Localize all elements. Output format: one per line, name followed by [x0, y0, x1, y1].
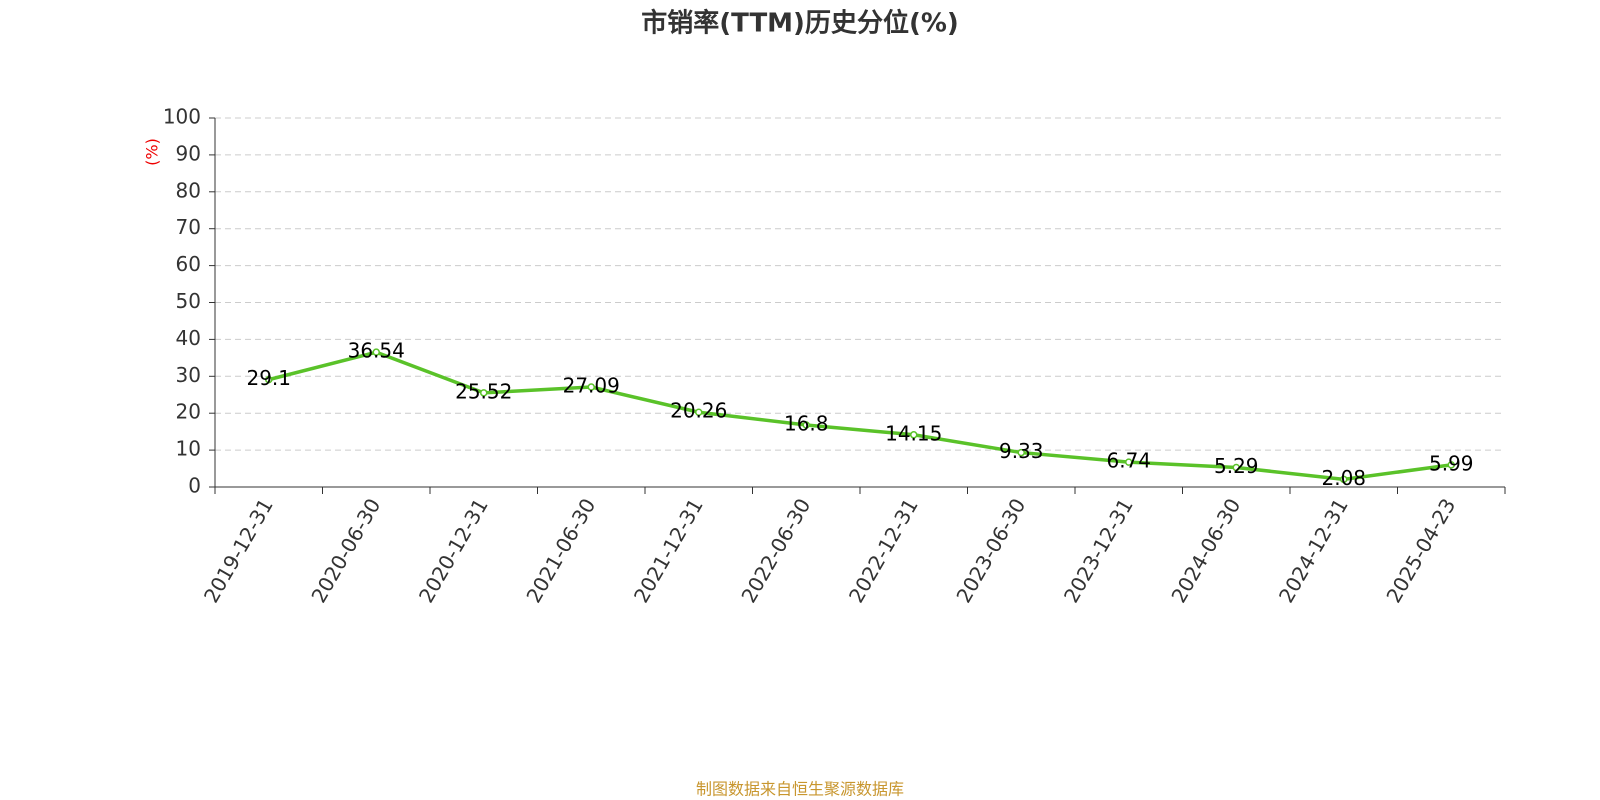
x-tick-label: 2019-12-31 — [199, 494, 278, 607]
data-label: 25.52 — [455, 379, 512, 403]
y-tick-label: 100 — [163, 105, 201, 129]
x-tick-label: 2020-12-31 — [414, 494, 493, 607]
data-label: 20.26 — [670, 399, 727, 423]
y-tick-label: 20 — [176, 400, 201, 424]
point — [1125, 458, 1133, 466]
point — [1232, 463, 1240, 472]
y-tick-label: 30 — [176, 363, 201, 387]
y-tick-label: 10 — [176, 437, 201, 461]
x-tick-label: 2023-12-31 — [1059, 494, 1138, 607]
data-label: 16.8 — [784, 412, 829, 436]
point — [372, 348, 380, 356]
data-label: 6.74 — [1106, 449, 1151, 473]
point — [695, 408, 703, 416]
x-tick-label: 2021-06-30 — [521, 494, 600, 607]
point — [480, 389, 488, 397]
data-label: 2.08 — [1321, 466, 1366, 490]
y-tick-label: 50 — [176, 289, 201, 313]
x-tick-label: 2022-06-30 — [736, 494, 815, 607]
source-note: 制图数据来自恒生聚源数据库 — [696, 780, 904, 799]
x-tick-label: 2024-12-31 — [1274, 494, 1353, 607]
chart-title: 市销率(TTM)历史分位(%) — [641, 8, 959, 39]
y-tick-label: 40 — [176, 326, 201, 350]
x-tick-label: 2024-06-30 — [1166, 494, 1245, 607]
point — [587, 383, 595, 391]
x-tick-label: 2025-04-23 — [1381, 494, 1460, 607]
x-tick-label: 2020-06-30 — [306, 494, 385, 607]
y-tick-label: 90 — [176, 141, 201, 165]
point — [1340, 475, 1348, 484]
x-tick-label: 2021-12-31 — [629, 494, 708, 607]
y-tick-label: 70 — [176, 215, 201, 239]
y-tick-label: 0 — [188, 474, 201, 498]
data-label: 29.1 — [246, 366, 291, 390]
line — [268, 350, 1452, 482]
x-tick-label: 2023-06-30 — [951, 494, 1030, 607]
point — [910, 431, 918, 439]
point — [265, 375, 273, 384]
data-label: 5.29 — [1214, 454, 1259, 478]
point — [1447, 461, 1455, 469]
data-label: 9.33 — [999, 439, 1044, 463]
y-tick-label: 60 — [176, 252, 201, 276]
point — [802, 421, 810, 429]
point — [1017, 448, 1025, 457]
data-label: 5.99 — [1429, 451, 1474, 475]
y-tick-label: 80 — [176, 178, 201, 202]
x-tick-label: 2022-12-31 — [844, 494, 923, 607]
data-label: 14.15 — [885, 421, 942, 445]
y-axis-label: (%) — [143, 138, 162, 166]
data-label: 36.54 — [348, 339, 405, 363]
data-label: 27.09 — [563, 374, 620, 398]
